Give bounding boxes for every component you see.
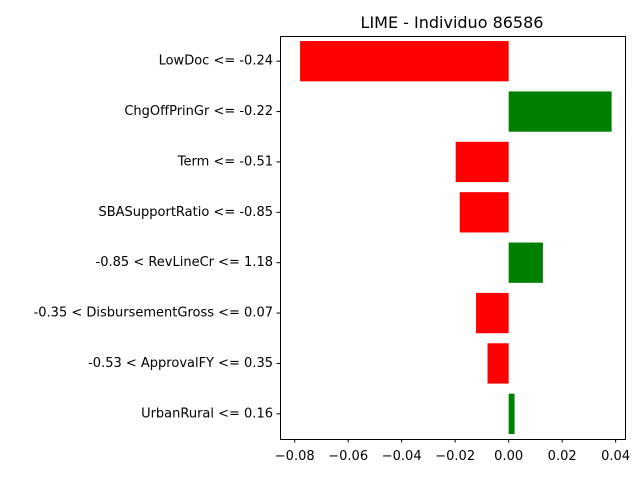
bar-6 xyxy=(487,343,509,384)
x-tick-label: 0.00 xyxy=(494,449,523,464)
bar-5 xyxy=(476,292,509,334)
y-tick-label: Term <= -0.51 xyxy=(177,154,273,169)
bar-4 xyxy=(508,242,543,283)
x-tick-label: −0.04 xyxy=(382,449,422,464)
plot-frame xyxy=(280,36,626,440)
bar-1 xyxy=(508,91,612,132)
y-tick-label: SBASupportRatio <= -0.85 xyxy=(98,205,273,220)
y-tick-label: ChgOffPrinGr <= -0.22 xyxy=(124,104,273,119)
y-tick-label: LowDoc <= -0.24 xyxy=(159,54,273,69)
y-tick-label: -0.53 < ApprovalFY <= 0.35 xyxy=(88,356,273,371)
y-axis: LowDoc <= -0.24 ChgOffPrinGr <= -0.22 Term… xyxy=(34,54,280,421)
y-tick-label: -0.85 < RevLineCr <= 1.18 xyxy=(96,255,273,270)
x-tick-label: −0.06 xyxy=(328,449,368,464)
x-tick-label: 0.02 xyxy=(548,449,577,464)
y-tick-label: UrbanRural <= 0.16 xyxy=(141,406,273,421)
bar-3 xyxy=(459,192,509,233)
bar-2 xyxy=(455,141,509,183)
bar-7 xyxy=(508,393,515,434)
x-tick-label: −0.02 xyxy=(435,449,475,464)
bars-layer xyxy=(300,41,612,434)
chart-title: LIME - Individuo 86586 xyxy=(361,13,544,32)
bar-0 xyxy=(300,41,509,82)
x-tick-label: −0.08 xyxy=(275,449,315,464)
x-tick-label: 0.04 xyxy=(601,449,630,464)
y-tick-label: -0.35 < DisbursementGross <= 0.07 xyxy=(34,306,273,321)
x-axis: −0.08 −0.06 −0.04 −0.02 0.00 0.02 0.04 xyxy=(275,439,630,464)
